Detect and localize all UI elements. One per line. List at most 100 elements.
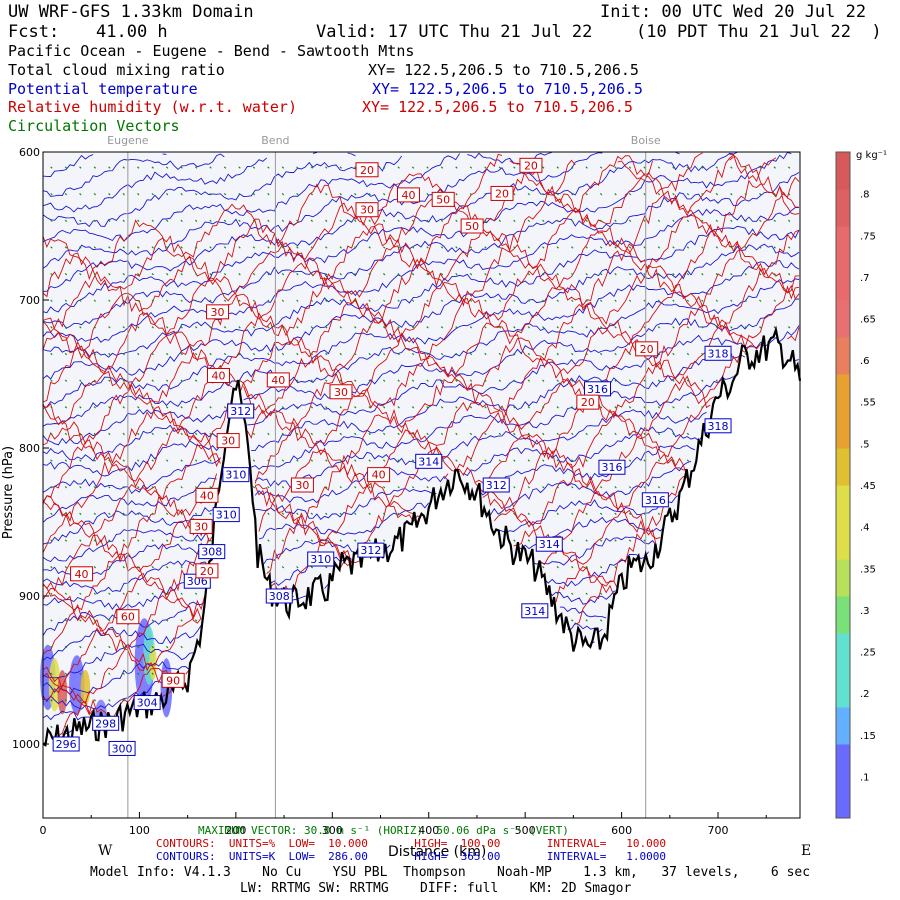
circulation-vector (209, 299, 212, 302)
circulation-vector (93, 512, 97, 516)
circulation-vector (657, 219, 661, 223)
rh-contours (42, 152, 800, 737)
circulation-vector (585, 166, 588, 169)
rh-contour-label: 40 (75, 568, 89, 581)
circulation-vector (542, 299, 545, 302)
colorbar-segment (836, 670, 850, 708)
rh-label-box (195, 563, 219, 579)
circulation-vector (194, 192, 198, 196)
circulation-vector (440, 272, 444, 276)
circulation-vector (281, 219, 285, 223)
circulation-vector (108, 166, 111, 169)
rh-contour-label: 50 (436, 193, 450, 206)
theta-contour-line (42, 151, 553, 243)
circulation-vector (151, 352, 154, 356)
circulation-vector (325, 352, 328, 356)
circulation-vector (165, 406, 169, 409)
colorbar-segment (836, 411, 850, 449)
circulation-vector (122, 672, 125, 675)
circulation-vector (137, 539, 140, 542)
circulation-vector (628, 299, 632, 302)
circulation-vector (513, 352, 516, 356)
circulation-vector (599, 166, 603, 169)
circulation-vector (281, 459, 285, 462)
rh-label-box (431, 191, 455, 207)
plot-frame (42, 151, 801, 819)
circulation-vector (325, 432, 328, 436)
circulation-vector (165, 166, 169, 169)
circulation-vector (382, 512, 386, 516)
circulation-vector (759, 326, 762, 329)
circulation-vector (108, 539, 111, 542)
rh-contour-label: 30 (295, 479, 309, 492)
circulation-vector (585, 565, 588, 569)
circulation-vector (122, 432, 125, 436)
rh-contour-line (42, 249, 800, 425)
circulation-vector (252, 219, 256, 223)
circulation-vector (165, 459, 169, 462)
theta-contour-label: 318 (708, 347, 729, 360)
colorbar-tick-label: .25 (860, 648, 876, 659)
rh-label-box (116, 609, 140, 625)
circulation-vector (513, 166, 516, 169)
circulation-vector (440, 219, 444, 223)
theta-label-box (227, 403, 255, 419)
circulation-vector (165, 539, 169, 542)
circulation-vector (252, 486, 256, 489)
circulation-vector (64, 379, 68, 382)
circulation-vector (252, 432, 256, 436)
circulation-vector (469, 406, 473, 409)
circulation-vector (281, 406, 285, 409)
circulation-vector (310, 432, 314, 436)
circulation-vector (628, 512, 632, 516)
circulation-vector (238, 272, 241, 276)
circulation-vector (599, 565, 603, 569)
circulation-vector (137, 459, 140, 462)
x-tick-label: 100 (129, 824, 150, 837)
circulation-vector (238, 326, 241, 329)
circulation-vector (165, 379, 169, 382)
circulation-vector (209, 486, 212, 489)
rh-contour-label: 40 (200, 489, 214, 502)
circulation-vector (787, 246, 791, 249)
circulation-vector (180, 645, 183, 649)
circulation-vector (108, 512, 111, 516)
rh-label-box (195, 487, 219, 503)
circulation-vector (194, 619, 198, 622)
circulation-vector (296, 459, 299, 462)
circulation-vector (411, 219, 415, 223)
rh-label-box (161, 672, 185, 688)
circulation-vector (122, 699, 125, 702)
circulation-vector (643, 166, 646, 169)
circulation-vector (556, 486, 559, 489)
location-label: Boise (631, 134, 661, 147)
circulation-vector (513, 539, 516, 542)
circulation-vector (325, 379, 328, 382)
circulation-vector (527, 459, 531, 462)
circulation-vector (310, 192, 314, 196)
theta-contour-label: 316 (601, 461, 622, 474)
circulation-vector (614, 352, 617, 356)
colorbar-tick-label: .6 (860, 356, 870, 367)
theta-contour-line (42, 172, 800, 329)
circulation-vector (267, 565, 270, 569)
circulation-vector (585, 352, 588, 356)
circulation-vector (426, 166, 429, 169)
circulation-vector (411, 352, 415, 356)
circulation-vector (397, 352, 400, 356)
circulation-vector (455, 432, 458, 436)
circulation-vector (339, 486, 342, 489)
circulation-vector (151, 459, 154, 462)
theta-label-box (198, 544, 226, 560)
circulation-vector (151, 592, 154, 595)
circulation-vector (513, 192, 516, 196)
circulation-vector (50, 486, 53, 489)
circulation-vector (701, 166, 704, 169)
region-title: Pacific Ocean - Eugene - Bend - Sawtooth… (8, 42, 415, 60)
circulation-vector (426, 219, 429, 223)
circulation-vector (411, 166, 415, 169)
circulation-vector (513, 272, 516, 276)
rh-contour-label: 20 (524, 159, 538, 172)
circulation-vector (484, 219, 487, 223)
circulation-vector (382, 166, 386, 169)
